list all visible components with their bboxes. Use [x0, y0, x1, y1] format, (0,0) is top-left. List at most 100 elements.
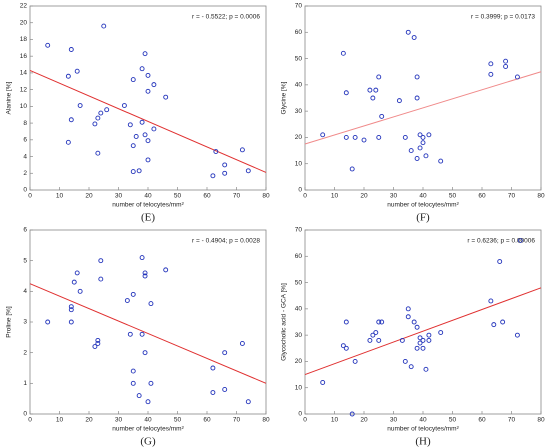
- x-tick-label: 70: [508, 417, 516, 424]
- data-point: [92, 344, 98, 349]
- data-point: [399, 337, 405, 343]
- y-tick-label: 20: [295, 358, 303, 365]
- y-tick-label: 50: [295, 55, 303, 62]
- data-point: [245, 168, 251, 174]
- x-tick-label: 10: [56, 417, 64, 424]
- data-point: [74, 68, 80, 74]
- y-axis-title: Alanine [%]: [6, 81, 13, 114]
- data-point: [136, 393, 142, 399]
- data-point: [497, 259, 503, 264]
- y-tick-label: 3: [23, 319, 27, 326]
- annotation: r = 0.3999; p = 0.0173: [471, 14, 535, 21]
- y-tick-label: 6: [23, 137, 27, 144]
- x-tick-label: 70: [233, 417, 241, 424]
- x-tick-label: 0: [303, 417, 307, 424]
- x-tick-label: 40: [419, 417, 427, 424]
- data-point: [411, 35, 417, 40]
- y-tick-label: 70: [295, 3, 303, 10]
- x-tick-label: 40: [144, 417, 152, 424]
- data-point: [370, 332, 376, 338]
- data-point: [95, 337, 101, 343]
- data-point: [352, 358, 358, 364]
- x-tick-label: 70: [508, 193, 516, 200]
- data-point: [420, 140, 426, 146]
- x-axis-title: number of telocytes/mm²: [387, 202, 459, 209]
- data-point: [376, 337, 382, 343]
- data-point: [74, 270, 80, 276]
- x-tick-label: 60: [478, 417, 486, 424]
- data-point: [239, 147, 245, 153]
- panel-label: (E): [141, 212, 155, 224]
- y-tick-label: 50: [295, 279, 303, 286]
- y-tick-label: 40: [295, 306, 303, 313]
- annotation: r = - 0.4904; p = 0.0028: [192, 238, 260, 245]
- y-axis-title: Glycine [%]: [281, 81, 288, 114]
- data-point: [210, 173, 216, 179]
- data-point: [222, 350, 228, 356]
- x-tick-label: 50: [449, 417, 457, 424]
- data-point: [320, 132, 326, 138]
- x-tick-label: 30: [390, 193, 398, 200]
- data-point: [405, 29, 411, 35]
- data-point: [133, 134, 139, 139]
- y-tick-label: 2: [23, 349, 27, 356]
- data-point: [142, 51, 148, 57]
- x-tick-label: 80: [262, 193, 270, 200]
- data-point: [124, 298, 130, 303]
- data-point: [145, 399, 151, 405]
- data-point: [402, 358, 408, 364]
- data-point: [163, 267, 169, 273]
- data-point: [488, 61, 494, 67]
- data-point: [77, 103, 83, 108]
- data-point: [373, 330, 379, 335]
- fit-line: [29, 69, 267, 173]
- data-point: [239, 341, 245, 346]
- data-point: [423, 366, 429, 372]
- panel-label: (F): [416, 212, 430, 224]
- data-point: [343, 345, 349, 351]
- y-tick-label: 0: [23, 411, 27, 418]
- data-point: [95, 150, 101, 156]
- data-point: [379, 113, 385, 119]
- panel: 0 10 20 30 40 50 60 70 80 0 2 4 6 8 10 12 14 16 18 20 22 r = …: [6, 3, 270, 224]
- data-point: [130, 169, 136, 175]
- data-point: [68, 47, 74, 52]
- data-point: [503, 64, 509, 69]
- x-tick-label: 60: [203, 417, 211, 424]
- data-point: [417, 145, 423, 151]
- y-tick-label: 10: [295, 384, 303, 391]
- data-point: [417, 340, 423, 346]
- x-tick-label: 20: [360, 193, 368, 200]
- data-point: [349, 411, 355, 417]
- data-point: [420, 337, 426, 343]
- data-point: [130, 291, 136, 297]
- data-point: [45, 319, 51, 325]
- data-point: [142, 132, 148, 138]
- x-tick-label: 50: [174, 193, 182, 200]
- data-point: [379, 319, 385, 325]
- annotation: r = 0.6236; p = 0.00006: [467, 238, 535, 245]
- x-axis-title: number of telocytes/mm²: [387, 426, 459, 433]
- plot-frame: [304, 5, 542, 191]
- data-point: [438, 330, 444, 335]
- data-point: [127, 122, 133, 128]
- data-point: [145, 88, 151, 94]
- data-point: [414, 156, 420, 161]
- data-point: [98, 258, 104, 264]
- data-point: [71, 279, 77, 285]
- data-point: [92, 121, 98, 127]
- data-point: [222, 170, 228, 176]
- x-tick-label: 30: [115, 417, 123, 424]
- plot-frame: [29, 5, 267, 191]
- data-point: [210, 390, 216, 395]
- panel: 0 10 20 30 40 50 60 70 80 0 10 20 30 40 50 60 70 r = 0.39…: [281, 3, 545, 224]
- x-tick-label: 80: [537, 193, 545, 200]
- y-axis-title: Glycocholic acid - GCA [%]: [281, 283, 288, 361]
- panel: 0 10 20 30 40 50 60 70 80 0 10 20 30 40 50 60 70 r = 0.62…: [281, 227, 545, 448]
- data-point: [376, 134, 382, 140]
- data-point: [405, 306, 411, 312]
- y-tick-label: 30: [295, 332, 303, 339]
- data-point: [139, 255, 145, 261]
- x-tick-label: 50: [174, 417, 182, 424]
